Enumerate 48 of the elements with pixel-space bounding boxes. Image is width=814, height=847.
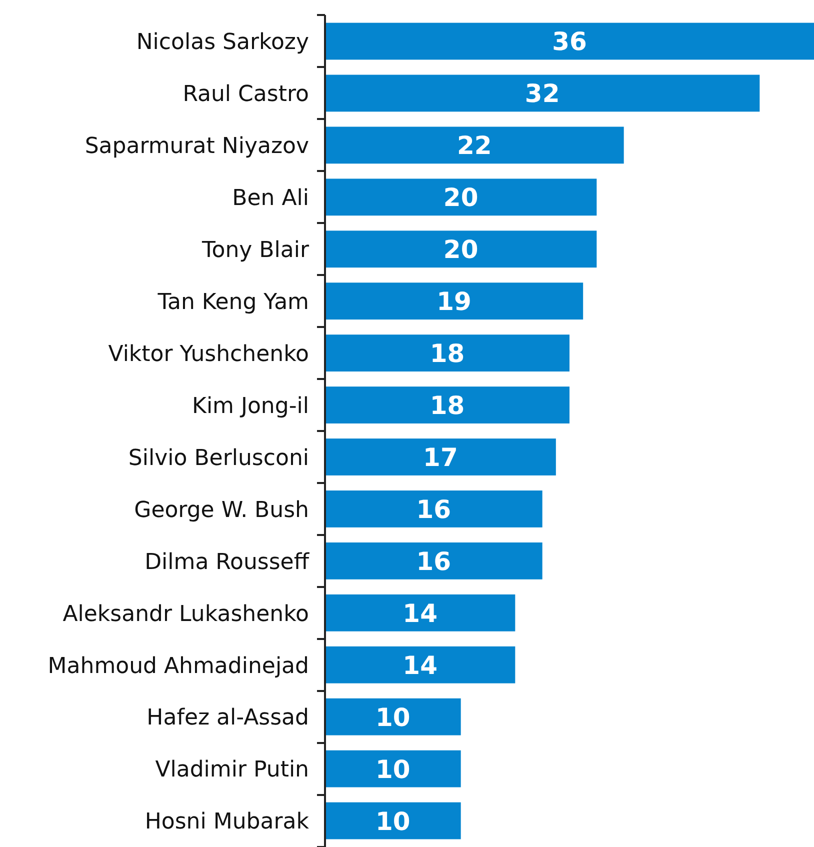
y-tick-label: Raul Castro	[182, 82, 309, 108]
y-tick-label: Mahmoud Ahmadinejad	[48, 654, 309, 679]
data-label: 22	[457, 131, 492, 160]
bar	[325, 646, 516, 684]
data-label: 10	[376, 806, 410, 836]
y-tick-label: Hafez al-Assad	[146, 706, 309, 731]
bar	[325, 542, 542, 580]
y-tick-label: Ben Ali	[232, 186, 309, 212]
bar	[325, 490, 542, 528]
y-tick-label: Tan Keng Yam	[156, 290, 309, 315]
y-tick-label: Saparmurat Niyazov	[84, 134, 309, 160]
data-label: 36	[552, 27, 587, 56]
data-label: 10	[376, 754, 410, 784]
bar	[325, 230, 597, 268]
data-label: 20	[443, 235, 478, 264]
bar	[325, 438, 556, 476]
bar	[325, 126, 624, 164]
bar	[325, 22, 814, 60]
y-tick-label: Dilma Rousseff	[144, 550, 310, 575]
bar	[325, 750, 461, 788]
bar	[325, 74, 760, 112]
data-label: 17	[423, 442, 458, 472]
data-label: 32	[524, 79, 560, 108]
data-label: 18	[430, 339, 465, 368]
y-tick-label: Vladimir Putin	[155, 758, 309, 783]
bar	[325, 802, 461, 840]
data-label: 18	[430, 391, 465, 420]
data-label: 16	[416, 546, 452, 576]
bar	[325, 334, 570, 372]
y-tick-label: Hosni Mubarak	[144, 810, 310, 835]
bar	[325, 698, 461, 736]
y-tick-label: Aleksandr Lukashenko	[62, 602, 309, 627]
y-tick-label: Nicolas Sarkozy	[136, 30, 309, 56]
bar	[325, 386, 570, 424]
y-tick-label: Tony Blair	[201, 238, 310, 264]
bar	[325, 594, 516, 632]
data-label: 14	[402, 598, 438, 628]
y-tick-label: Silvio Berlusconi	[128, 446, 309, 471]
bar	[325, 282, 584, 320]
bar	[325, 178, 597, 216]
data-label: 14	[402, 650, 438, 680]
data-label: 16	[416, 494, 452, 524]
y-tick-label: George W. Bush	[134, 498, 309, 523]
data-label: 10	[376, 702, 410, 732]
y-tick-label: Kim Jong-il	[192, 394, 309, 419]
y-tick-label: Viktor Yushchenko	[108, 342, 309, 367]
data-label: 19	[436, 287, 472, 316]
data-label: 20	[443, 183, 478, 212]
